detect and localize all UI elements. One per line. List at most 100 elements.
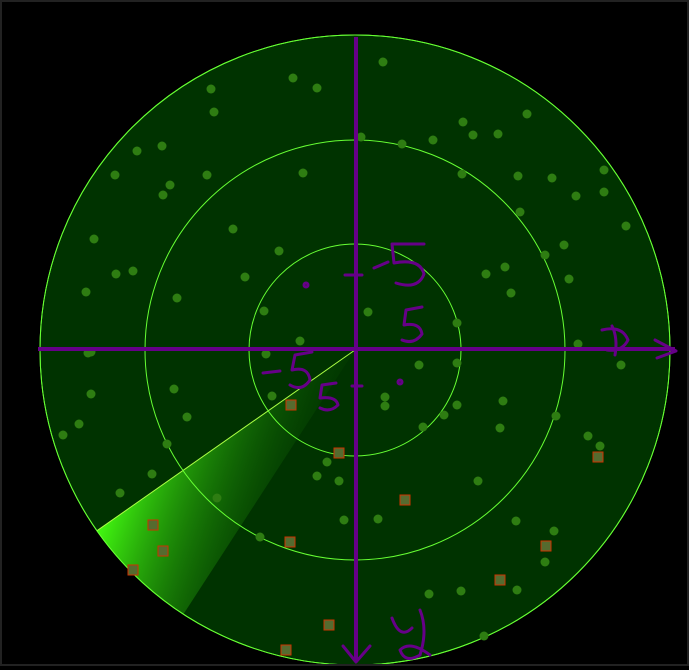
contact-dot <box>599 165 609 175</box>
contact-dot <box>500 262 510 272</box>
contact-dot <box>481 269 491 279</box>
contact-dot <box>473 476 483 486</box>
contact-dot <box>169 384 179 394</box>
contact-dot <box>128 266 138 276</box>
contact-dot <box>540 250 550 260</box>
target-marker <box>147 519 159 531</box>
contact-dot <box>479 631 489 641</box>
contact-dot <box>132 146 142 156</box>
contact-dot <box>457 169 467 179</box>
contact-dot <box>274 246 284 256</box>
contact-dot <box>573 339 583 349</box>
x-arrow-head <box>653 338 678 360</box>
target-marker <box>280 644 292 656</box>
neg-five-left <box>261 350 314 390</box>
contact-dot <box>493 129 503 139</box>
target-marker <box>540 540 552 552</box>
contact-dot <box>506 288 516 298</box>
tick-dot-bottom <box>396 378 404 386</box>
contact-dot <box>267 391 277 401</box>
contact-dot <box>452 358 462 368</box>
contact-dot <box>312 83 322 93</box>
contact-dot <box>522 109 532 119</box>
contact-dot <box>397 139 407 149</box>
target-marker <box>592 451 604 463</box>
contact-dot <box>261 349 271 359</box>
contact-dot <box>165 180 175 190</box>
handwritten-annotations <box>261 242 678 664</box>
x-letter-mark <box>600 324 630 357</box>
contact-dot <box>228 224 238 234</box>
contact-dot <box>616 360 626 370</box>
five-right <box>400 305 424 343</box>
contact-dots <box>58 57 631 641</box>
contact-dot <box>458 117 468 127</box>
contact-dot <box>295 336 305 346</box>
contact-dot <box>418 422 428 432</box>
target-marker <box>323 619 335 631</box>
contact-dot <box>89 234 99 244</box>
contact-dot <box>157 141 167 151</box>
contact-dot <box>74 419 84 429</box>
contact-dot <box>599 187 609 197</box>
y-arrow-head <box>341 644 372 664</box>
contact-dot <box>298 168 308 178</box>
sweep-edge <box>96 349 356 532</box>
contact-dot <box>456 586 466 596</box>
contact-dot <box>498 396 508 406</box>
target-marker <box>399 494 411 506</box>
contact-dot <box>111 269 121 279</box>
contact-dot <box>158 190 168 200</box>
y-letter-mark <box>390 608 432 661</box>
contact-dot <box>255 532 265 542</box>
contact-dot <box>288 73 298 83</box>
contact-dot <box>551 411 561 421</box>
five-bottom <box>318 381 364 412</box>
contact-dot <box>334 476 344 486</box>
contact-dot <box>115 488 125 498</box>
contact-dot <box>182 412 192 422</box>
contact-dot <box>312 471 322 481</box>
contact-dot <box>259 306 269 316</box>
tick-dot-top <box>302 281 310 289</box>
contact-dot <box>452 318 462 328</box>
target-markers <box>127 399 604 656</box>
contact-dot <box>595 441 605 451</box>
contact-dot <box>339 515 349 525</box>
contact-dot <box>86 389 96 399</box>
contact-dot <box>559 240 569 250</box>
contact-dot <box>172 293 182 303</box>
contact-dot <box>513 171 523 181</box>
target-marker <box>333 447 345 459</box>
contact-dot <box>424 589 434 599</box>
contact-dot <box>110 170 120 180</box>
neg-five-top <box>343 242 426 287</box>
contact-dot <box>58 430 68 440</box>
contact-dot <box>439 410 449 420</box>
contact-dot <box>209 107 219 117</box>
contact-dot <box>378 57 388 67</box>
contact-dot <box>511 516 521 526</box>
contact-dot <box>468 130 478 140</box>
contact-dot <box>452 400 462 410</box>
contact-dot <box>147 469 157 479</box>
target-marker <box>494 574 506 586</box>
contact-dot <box>162 439 172 449</box>
contact-dot <box>81 287 91 297</box>
contact-dot <box>495 423 505 433</box>
contact-dot <box>414 360 424 370</box>
contact-dot <box>322 457 332 467</box>
contact-dot <box>564 274 574 284</box>
contact-dot <box>512 585 522 595</box>
contact-dot <box>373 514 383 524</box>
contact-dot <box>363 307 373 317</box>
contact-dot <box>206 84 216 94</box>
contact-dot <box>583 431 593 441</box>
contact-dot <box>356 132 366 142</box>
target-marker <box>284 536 296 548</box>
target-marker <box>127 564 139 576</box>
target-marker <box>285 399 297 411</box>
contact-dot <box>515 207 525 217</box>
